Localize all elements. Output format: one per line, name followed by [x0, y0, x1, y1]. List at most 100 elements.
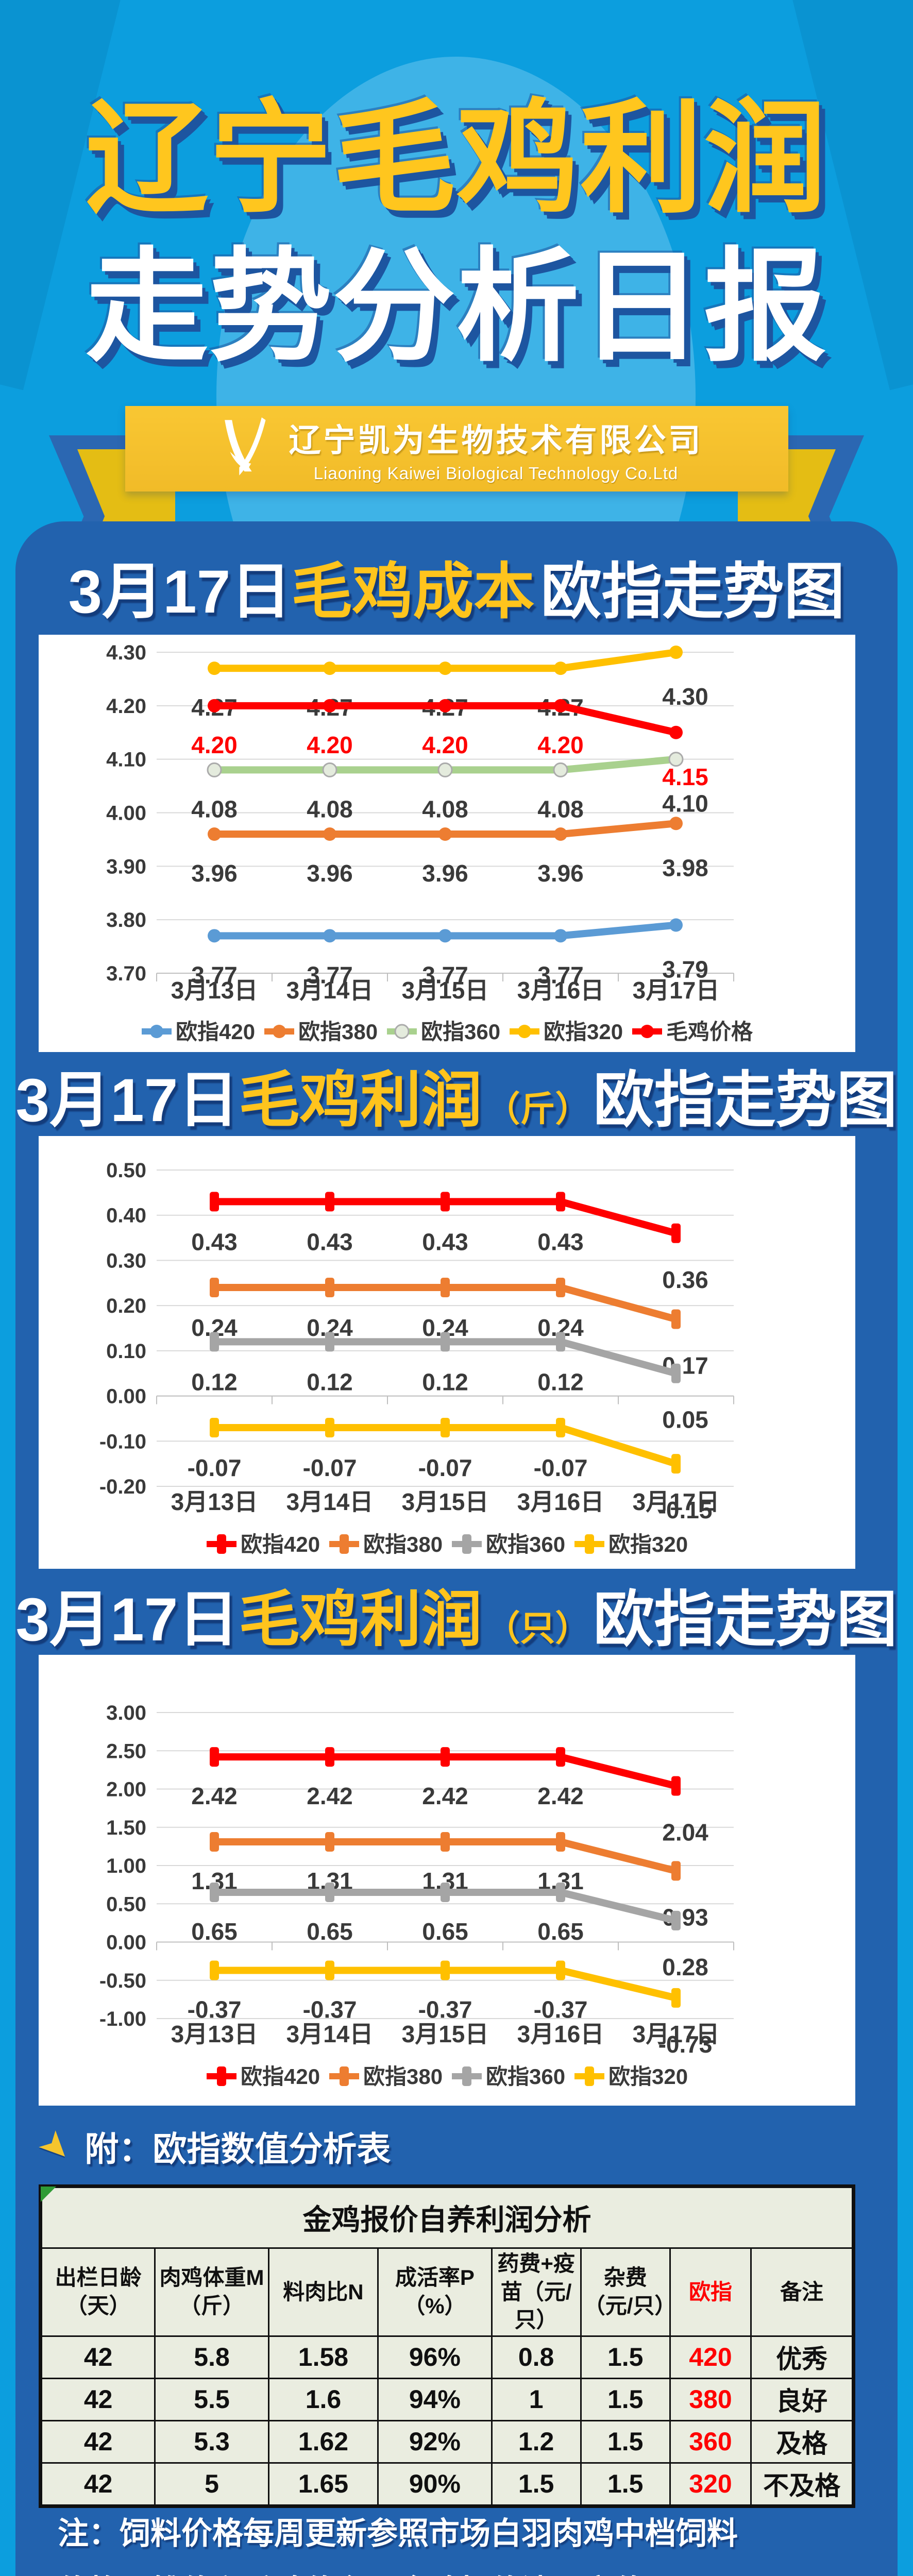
svg-text:3.77: 3.77 — [422, 961, 468, 988]
profit-per-jin-line-chart: 0.50 0.40 0.30 0.20 0.10 0.00 -0.10 -0.20 3月13日 3… — [39, 1136, 855, 1569]
svg-text:4.10: 4.10 — [106, 749, 146, 771]
appendix-heading: ➤ 附：欧指数值分析表 — [30, 2121, 391, 2172]
svg-text:2.50: 2.50 — [106, 1740, 146, 1762]
poster-title-line2: 走势分析日报 — [86, 239, 827, 376]
svg-text:3.96: 3.96 — [191, 860, 238, 887]
table-cell: 360 — [669, 2419, 752, 2464]
table-cell: 1.6 — [267, 2377, 379, 2421]
svg-text:3.77: 3.77 — [537, 961, 584, 988]
table-header-col7: 备注 — [750, 2247, 853, 2337]
table-cell: 1 — [491, 2377, 582, 2421]
svg-text:3月16日: 3月16日 — [517, 1488, 604, 1515]
table-cell: 94% — [377, 2377, 493, 2421]
svg-text:3.77: 3.77 — [307, 961, 353, 988]
section-title-profit-per-jin-chart: 3月17日毛鸡利润（斤）欧指走势图 — [15, 1066, 898, 1134]
svg-text:-0.37: -0.37 — [188, 1996, 242, 2023]
chart-card-profit-per-jin: 0.50 0.40 0.30 0.20 0.10 0.00 -0.10 -0.20 3月13日 3… — [39, 1136, 855, 1569]
table-cell: 不及格 — [750, 2462, 853, 2506]
svg-text:3.98: 3.98 — [662, 854, 708, 881]
table-cell: 1.5 — [580, 2419, 671, 2464]
svg-text:0.65: 0.65 — [307, 1918, 353, 1945]
svg-text:3月15日: 3月15日 — [402, 2021, 489, 2047]
table-cell: 良好 — [750, 2377, 853, 2421]
svg-text:0.40: 0.40 — [106, 1205, 146, 1227]
svg-text:0.00: 0.00 — [106, 1931, 146, 1954]
svg-text:欧指420: 欧指420 — [241, 1532, 320, 1556]
svg-text:0.28: 0.28 — [662, 1954, 708, 1980]
profit-analysis-table: 金鸡报价自养利润分析 出栏日龄（天） 肉鸡体重M（斤） 料肉比N 成活率P（%） 药费+疫… — [40, 2187, 853, 2506]
company-name-cn: 辽宁凯为生物技术有限公司 — [289, 423, 703, 459]
section-title-profit-per-bird-chart: 3月17日毛鸡利润（只）欧指走势图 — [15, 1586, 898, 1654]
profit-analysis-grid: 金鸡报价自养利润分析 出栏日龄（天） 肉鸡体重M（斤） 料肉比N 成活率P（%） 药费+疫… — [40, 2187, 853, 2506]
svg-text:2.42: 2.42 — [307, 1783, 353, 1809]
svg-text:3.96: 3.96 — [307, 860, 353, 887]
table-row-2: 42 5.3 1.62 92% 1.2 1.5 360 及格 — [40, 2419, 853, 2464]
svg-text:0.43: 0.43 — [307, 1228, 353, 1255]
table-cell: 96% — [377, 2335, 493, 2379]
company-logo-icon — [210, 415, 276, 483]
table-cell: 优秀 — [750, 2335, 853, 2379]
svg-text:0.50: 0.50 — [106, 1893, 146, 1916]
table-cell: 5 — [154, 2462, 269, 2506]
svg-text:-0.37: -0.37 — [303, 1996, 357, 2023]
svg-text:欧指380: 欧指380 — [298, 1020, 378, 1044]
svg-text:-0.50: -0.50 — [99, 1970, 146, 1992]
svg-text:-0.07: -0.07 — [418, 1454, 472, 1481]
table-title: 金鸡报价自养利润分析 — [41, 2187, 853, 2249]
svg-text:-0.07: -0.07 — [188, 1454, 242, 1481]
table-cell: 380 — [669, 2377, 752, 2421]
table-cell: 92% — [377, 2419, 493, 2464]
svg-text:欧指320: 欧指320 — [608, 1532, 688, 1556]
svg-text:2.42: 2.42 — [537, 1783, 584, 1809]
table-cell: 5.3 — [154, 2419, 269, 2464]
profit-per-bird-line-chart: 3.00 2.50 2.00 1.50 1.00 0.50 0.00 -0.50 -1.00 3月… — [39, 1655, 855, 2106]
table-cell: 0.8 — [491, 2335, 582, 2379]
table-cell: 5.5 — [154, 2377, 269, 2421]
svg-text:3月14日: 3月14日 — [286, 1488, 374, 1515]
svg-text:3月17日: 3月17日 — [633, 977, 720, 1004]
svg-text:4.30: 4.30 — [662, 683, 708, 710]
svg-text:-0.07: -0.07 — [534, 1454, 588, 1481]
section-title-cost-chart: 3月17日毛鸡成本 欧指走势图 — [68, 558, 845, 626]
svg-text:欧指320: 欧指320 — [544, 1020, 623, 1044]
company-name-en: Liaoning Kaiwei Biological Technology Co… — [313, 464, 679, 483]
table-cell: 1.5 — [580, 2462, 671, 2506]
svg-text:-0.07: -0.07 — [303, 1454, 357, 1481]
svg-text:3月13日: 3月13日 — [171, 2021, 258, 2047]
svg-text:3月15日: 3月15日 — [402, 977, 489, 1004]
profit-analysis-table-card: 金鸡报价自养利润分析 出栏日龄（天） 肉鸡体重M（斤） 料肉比N 成活率P（%） 药费+疫… — [39, 2184, 855, 2508]
table-cell: 42 — [40, 2419, 156, 2464]
svg-text:4.08: 4.08 — [307, 795, 353, 822]
svg-text:1.50: 1.50 — [106, 1817, 146, 1839]
table-cell: 42 — [40, 2377, 156, 2421]
table-header-col5: 杂费（元/只） — [580, 2247, 676, 2337]
table-header-col3: 成活率P（%） — [377, 2247, 493, 2337]
chart-card-profit-per-bird: 3.00 2.50 2.00 1.50 1.00 0.50 0.00 -0.50 -1.00 3月… — [39, 1655, 855, 2106]
svg-text:3月13日: 3月13日 — [171, 1488, 258, 1515]
svg-text:-0.10: -0.10 — [99, 1430, 146, 1453]
table-cell: 42 — [40, 2462, 156, 2506]
svg-text:0.20: 0.20 — [106, 1295, 146, 1317]
svg-text:4.10: 4.10 — [662, 790, 708, 817]
svg-text:0.43: 0.43 — [537, 1228, 584, 1255]
svg-text:3月16日: 3月16日 — [517, 977, 604, 1004]
chart-card-cost: 4.30 4.20 4.10 4.00 3.90 3.80 3.70 3月13日 3月14日 3月… — [39, 635, 855, 1052]
table-cell: 1.62 — [267, 2419, 379, 2464]
svg-text:欧指360: 欧指360 — [486, 2064, 565, 2089]
table-cell: 1.5 — [491, 2462, 582, 2506]
svg-text:3月14日: 3月14日 — [286, 2021, 374, 2047]
svg-text:3.77: 3.77 — [191, 961, 238, 988]
svg-text:0.12: 0.12 — [307, 1368, 353, 1395]
svg-text:欧指320: 欧指320 — [608, 2064, 688, 2089]
svg-text:2.00: 2.00 — [106, 1778, 146, 1801]
svg-text:0.12: 0.12 — [422, 1368, 468, 1395]
svg-text:-0.73: -0.73 — [658, 2031, 713, 2058]
table-header-col0: 出栏日龄（天） — [40, 2247, 156, 2337]
svg-text:欧指360: 欧指360 — [421, 1020, 500, 1044]
table-header-col2: 料肉比N — [267, 2247, 379, 2337]
table-row-0: 42 5.8 1.58 96% 0.8 1.5 420 优秀 — [40, 2335, 853, 2379]
svg-text:3.90: 3.90 — [106, 855, 146, 878]
svg-text:4.08: 4.08 — [537, 795, 584, 822]
svg-text:2.42: 2.42 — [422, 1783, 468, 1809]
